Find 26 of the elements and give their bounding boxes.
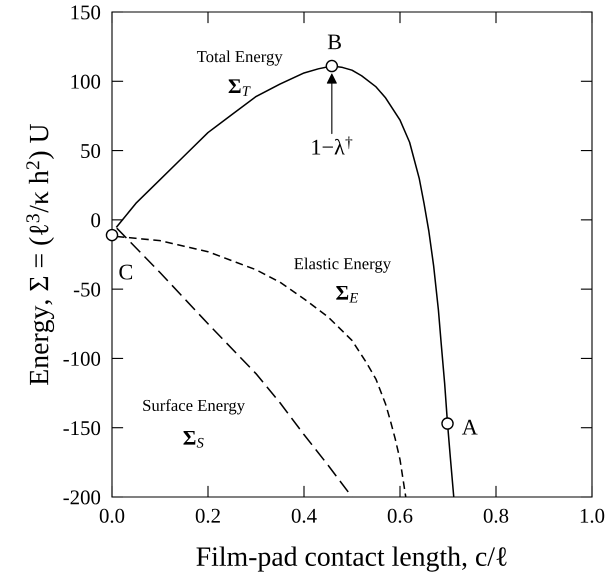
annotation: Σ$_{T}$ [228,79,251,96]
x-tick-label: 1.0 [580,508,604,523]
x-tick-label: 0.2 [196,508,220,523]
y-tick-label: 150 [71,5,100,20]
y-tick-label: -100 [63,352,100,366]
annotation: A [462,420,478,434]
y-tick-label: -150 [63,421,100,436]
x-tick-label: 0.8 [484,508,508,523]
x-tick-label: 0.0 [100,508,124,523]
y-tick-label: 100 [71,74,100,89]
x-axis-title: Film-pad contact length, c/ℓ [196,546,507,572]
x-tick-label: 0.6 [388,508,412,523]
y-tick-label: -200 [63,490,100,504]
y-tick-label: -50 [74,282,100,297]
series-label: Elastic Energy [294,258,392,273]
y-tick-label: 50 [81,144,100,158]
x-tick-label: 0.4 [292,508,317,523]
y-tick-label: 0 [91,213,100,228]
y-axis-title: Energy, Σ = (ℓ$^{3}$/κ h$^{2}$) U [26,124,54,385]
annotation: Σ$_{E}$ [336,286,358,303]
annotation: Σ$_{S}$ [183,431,204,448]
series-label: Surface Energy [143,399,245,414]
annotation: C [119,264,132,280]
series-label: Total Energy [196,50,283,66]
annotation: B [328,34,341,50]
annotation: 1−λ$^{†}$ [312,136,352,154]
